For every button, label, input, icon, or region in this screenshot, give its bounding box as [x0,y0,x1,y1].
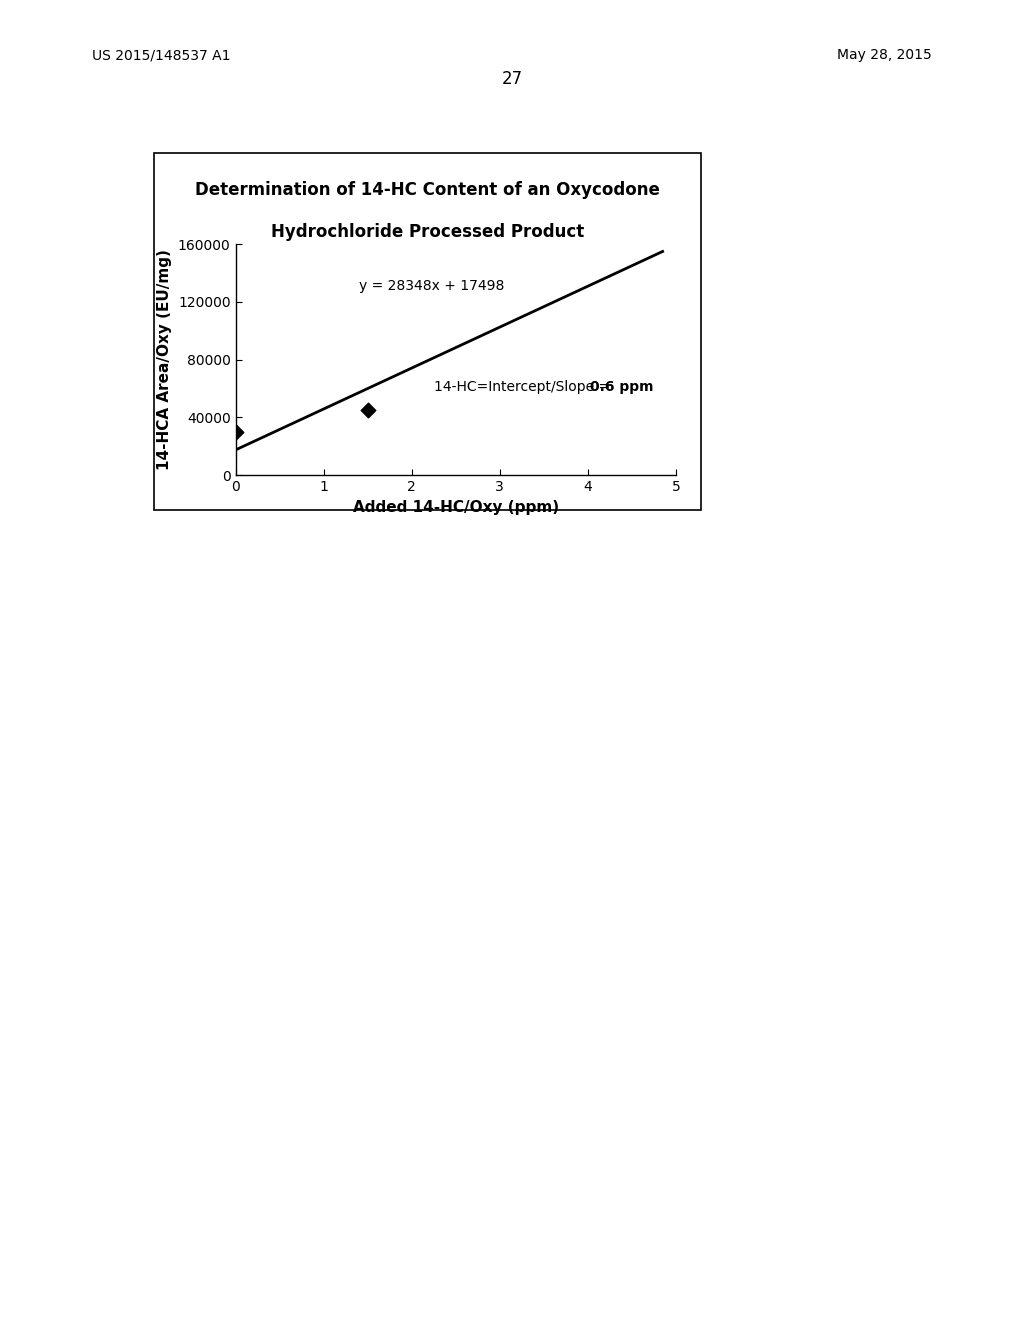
Text: May 28, 2015: May 28, 2015 [837,49,932,62]
Text: 14-HC=Intercept/Slope =: 14-HC=Intercept/Slope = [434,380,614,395]
Text: 27: 27 [502,70,522,88]
Point [227,421,244,442]
Text: Determination of 14-HC Content of an Oxycodone: Determination of 14-HC Content of an Oxy… [196,181,659,199]
Y-axis label: 14-HCA Area/Oxy (EU/mg): 14-HCA Area/Oxy (EU/mg) [158,249,172,470]
Point [359,400,376,421]
Text: y = 28348x + 17498: y = 28348x + 17498 [358,279,504,293]
X-axis label: Added 14-HC/Oxy (ppm): Added 14-HC/Oxy (ppm) [352,499,559,515]
Text: US 2015/148537 A1: US 2015/148537 A1 [92,49,230,62]
Text: Hydrochloride Processed Product: Hydrochloride Processed Product [271,223,584,242]
Text: 0.6 ppm: 0.6 ppm [590,380,653,395]
